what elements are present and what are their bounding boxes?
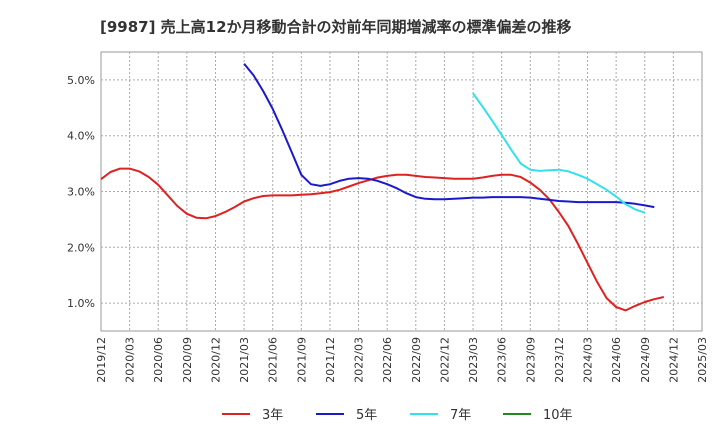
- x-tick-label: 2022/03: [353, 337, 366, 383]
- series-line-5年: [243, 63, 655, 209]
- x-tick-label: 2021/12: [324, 337, 337, 383]
- x-tick-label: 2021/09: [295, 337, 308, 383]
- legend-label: 7年: [450, 408, 471, 423]
- x-tick-label: 2024/06: [610, 337, 623, 383]
- x-axis: 2019/12 2020/03 2020/06 2020/09 2020/12 2021/…: [95, 337, 709, 383]
- x-tick-label: 2023/03: [467, 337, 480, 383]
- x-tick-label: 2022/12: [438, 337, 451, 383]
- x-tick-label: 2024/09: [639, 337, 652, 383]
- x-tick-label: 2022/09: [410, 337, 423, 383]
- x-tick-label: 2021/06: [267, 337, 280, 383]
- x-tick-label: 2023/06: [496, 337, 509, 383]
- x-tick-label: 2023/09: [524, 337, 537, 383]
- y-tick-label: 2.0%: [67, 241, 95, 254]
- y-tick-label: 4.0%: [67, 130, 95, 143]
- legend-label: 3年: [262, 408, 283, 423]
- legend-label: 10年: [543, 408, 573, 423]
- x-tick-label: 2022/06: [381, 337, 394, 383]
- x-tick-label: 2019/12: [95, 337, 108, 383]
- x-tick-label: 2020/12: [209, 337, 222, 383]
- grid: [101, 52, 702, 331]
- series-lines: [100, 63, 665, 312]
- y-axis: 1.0% 2.0% 3.0% 4.0% 5.0%: [67, 74, 95, 310]
- series-line-7年: [472, 92, 646, 214]
- legend-label: 5年: [356, 408, 377, 423]
- x-tick-label: 2020/03: [124, 337, 137, 383]
- x-tick-label: 2024/03: [582, 337, 595, 383]
- y-tick-label: 5.0%: [67, 74, 95, 87]
- y-tick-label: 3.0%: [67, 186, 95, 199]
- y-tick-label: 1.0%: [67, 297, 95, 310]
- x-tick-label: 2021/03: [238, 337, 251, 383]
- x-tick-label: 2024/12: [667, 337, 680, 383]
- x-tick-label: 2023/12: [553, 337, 566, 383]
- chart-title: [9987] 売上高12か月移動合計の対前年同期増減率の標準偏差の推移: [100, 18, 572, 36]
- x-tick-label: 2020/09: [181, 337, 194, 383]
- x-tick-label: 2025/03: [696, 337, 709, 383]
- series-line-3年: [100, 167, 665, 312]
- legend: 3年 5年 7年 10年: [222, 408, 573, 423]
- x-tick-label: 2020/06: [152, 337, 165, 383]
